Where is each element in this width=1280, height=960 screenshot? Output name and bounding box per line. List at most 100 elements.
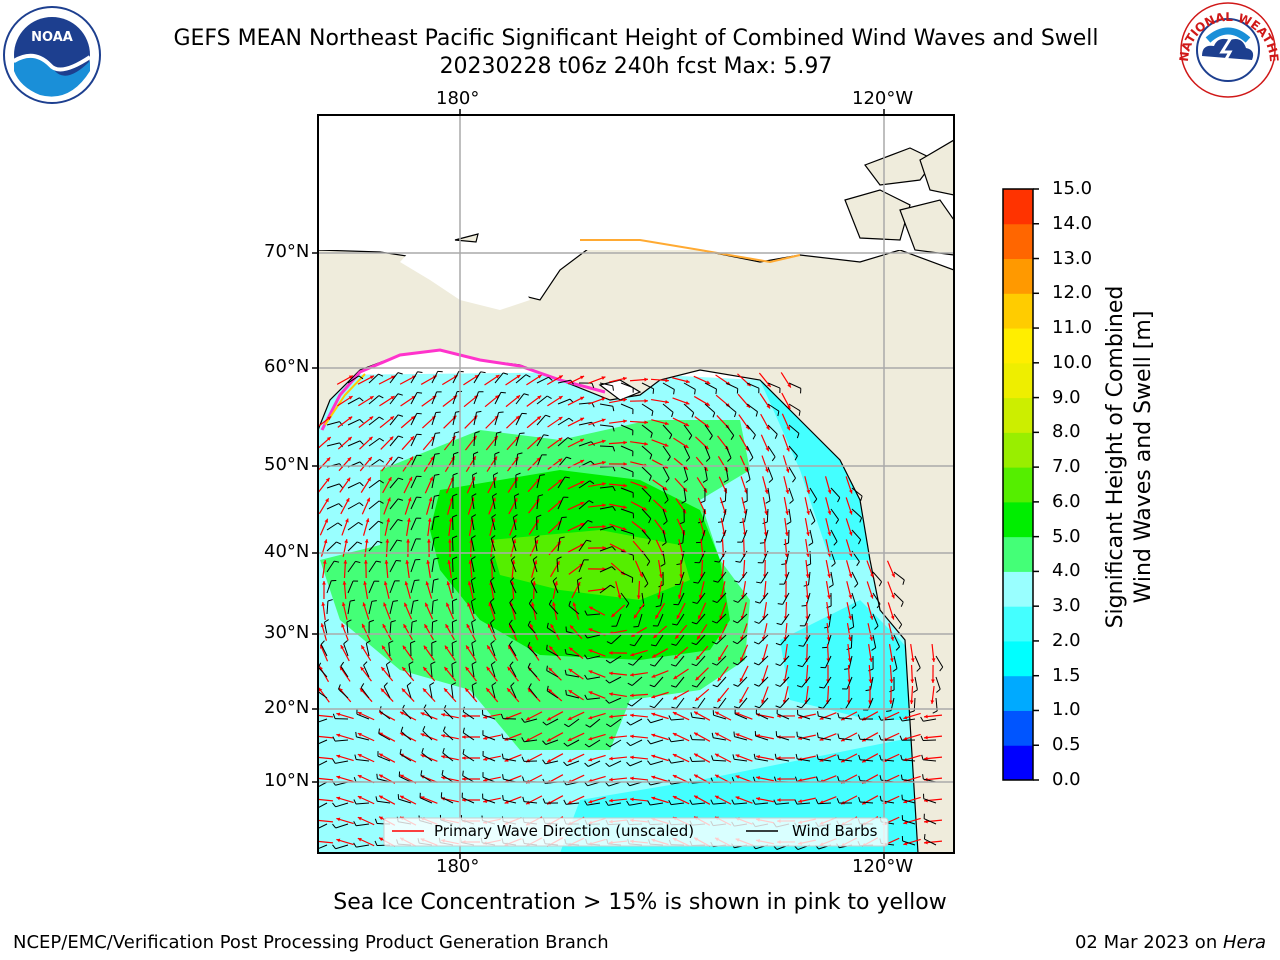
wave-arrow-head xyxy=(558,458,563,463)
wind-barb-feather xyxy=(336,541,342,545)
wind-barb-feather xyxy=(509,598,514,603)
wave-arrow-head xyxy=(704,467,708,471)
wind-barb xyxy=(641,529,651,541)
wind-barb xyxy=(389,435,399,447)
wave-arrow-head xyxy=(623,483,627,488)
wave-arrow-head xyxy=(554,581,558,586)
wave-arrow-head xyxy=(410,436,415,441)
chart-title: GEFS MEAN Northeast Pacific Significant … xyxy=(173,26,1099,51)
wind-barb xyxy=(335,823,349,829)
wind-barb-feather xyxy=(534,535,540,539)
wind-barb-feather xyxy=(775,705,781,709)
wave-arrow-head xyxy=(602,546,606,550)
wind-barb-feather xyxy=(775,642,781,646)
colorbar-segment xyxy=(1003,606,1033,642)
wave-arrow-head xyxy=(382,624,387,629)
wind-barb-feather xyxy=(932,710,938,714)
wind-barb xyxy=(713,737,727,741)
wind-barb xyxy=(389,519,399,531)
wind-barb-feather xyxy=(683,479,689,483)
wave-arrow-head xyxy=(342,581,347,585)
colorbar xyxy=(1003,188,1039,781)
wind-barb-feather xyxy=(363,661,368,666)
wind-barb-feather xyxy=(514,493,520,497)
wind-barb xyxy=(859,738,874,741)
wave-arrow-head xyxy=(651,754,656,759)
wind-barb xyxy=(363,664,370,678)
wind-barb-feather xyxy=(471,577,476,581)
wind-barb xyxy=(532,559,538,573)
wind-barb-feather xyxy=(379,479,384,484)
wind-barb xyxy=(494,433,498,447)
wind-barb-feather xyxy=(605,659,611,664)
wind-barb-feather xyxy=(496,431,502,434)
wind-barb-feather xyxy=(920,735,924,741)
nws-logo: NATIONAL WEATHER SERVICE xyxy=(1176,0,1280,98)
wind-barb xyxy=(389,477,399,489)
wave-arrow-head xyxy=(384,560,389,564)
wave-arrow-head xyxy=(530,602,535,607)
wind-barb-feather xyxy=(857,734,861,740)
wind-barb-feather xyxy=(501,733,504,739)
wind-barb-feather xyxy=(312,826,316,829)
wind-barb xyxy=(662,487,669,501)
wind-barb-feather xyxy=(320,640,325,645)
field-5-6m xyxy=(490,530,690,600)
wind-barb xyxy=(368,500,380,510)
wind-barb-feather xyxy=(565,689,567,695)
wind-barb xyxy=(557,476,566,489)
wind-barb xyxy=(670,718,685,721)
wave-arrow-head xyxy=(465,688,469,693)
wave-arrow-head xyxy=(924,819,928,824)
wind-barb xyxy=(662,466,670,479)
wave-arrow-head xyxy=(931,679,935,683)
wind-barb-feather xyxy=(798,644,804,647)
wind-barb-feather xyxy=(377,540,383,544)
wind-barb xyxy=(588,760,601,767)
wind-barb-feather xyxy=(311,719,314,723)
wind-barb-feather xyxy=(375,560,382,563)
map-legend xyxy=(383,817,889,847)
wind-barb-feather xyxy=(332,844,336,850)
wave-arrow-head xyxy=(400,711,405,716)
wind-barb-feather xyxy=(350,599,356,602)
wind-barb-feather xyxy=(357,541,363,545)
wave-arrow-head xyxy=(630,713,634,718)
wave-arrow-head xyxy=(548,689,553,693)
wind-barb-feather xyxy=(471,556,476,560)
wind-barb-feather xyxy=(451,682,457,686)
wave-arrow-head xyxy=(665,378,669,383)
wind-barb xyxy=(431,433,436,447)
wind-barb xyxy=(653,697,664,709)
wind-barb xyxy=(759,592,769,604)
wind-barb xyxy=(599,546,613,552)
wind-barb xyxy=(471,496,475,510)
wind-barb-feather xyxy=(648,475,652,481)
wave-arrow-head xyxy=(819,737,824,741)
wave-arrow-head xyxy=(903,736,908,741)
wind-barb xyxy=(473,412,477,426)
wave-arrow-head xyxy=(651,775,656,780)
wave-arrow-head xyxy=(567,716,572,721)
wave-arrow-head xyxy=(685,422,690,427)
wind-barb xyxy=(818,736,832,741)
wind-barb-feather xyxy=(546,395,552,399)
wind-barb xyxy=(548,604,559,615)
wave-arrow-head xyxy=(651,733,656,738)
wind-barb xyxy=(515,393,525,405)
wind-barb xyxy=(923,798,937,804)
wave-arrow-head xyxy=(336,838,341,843)
wind-barb xyxy=(347,521,359,531)
wave-arrow-head xyxy=(785,468,790,473)
wave-arrow-head xyxy=(444,666,449,671)
wind-barb xyxy=(482,776,496,783)
wind-barb xyxy=(725,424,735,436)
wind-barb-feather xyxy=(629,644,635,647)
wind-barb xyxy=(641,571,649,584)
wind-barb xyxy=(599,445,614,448)
wind-barb-feather xyxy=(710,799,714,805)
wind-barb-feather xyxy=(359,419,364,424)
wind-barb xyxy=(809,529,814,543)
wind-barb xyxy=(512,517,517,531)
colorbar-tick-label: 14.0 xyxy=(1052,212,1093,234)
